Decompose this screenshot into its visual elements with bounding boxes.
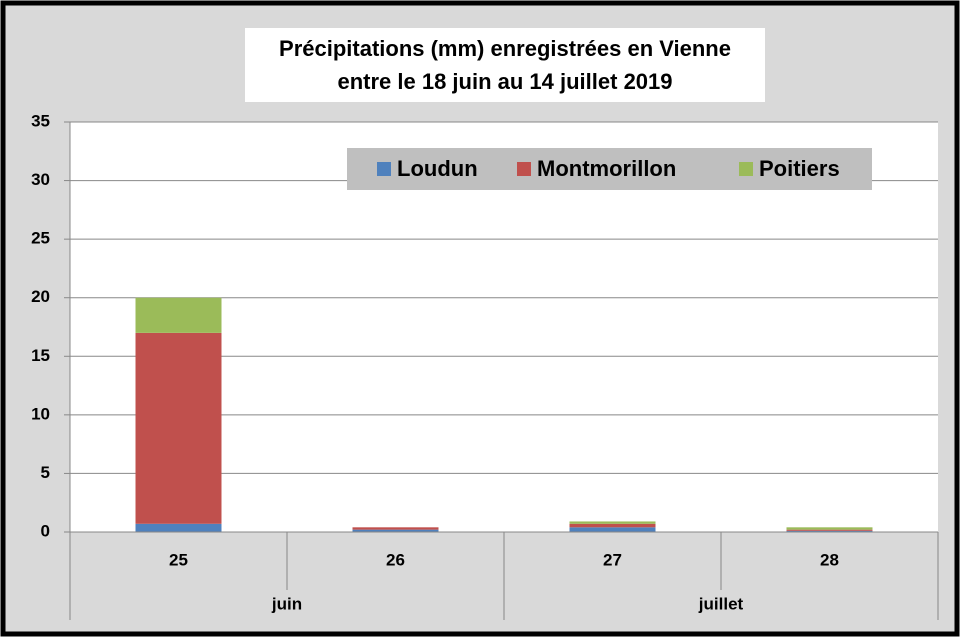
legend-swatch <box>739 162 753 176</box>
title-box <box>245 28 765 102</box>
bar-segment <box>135 297 222 333</box>
bar-segment <box>569 527 656 532</box>
legend-swatch <box>377 162 391 176</box>
x-tick-label: 25 <box>169 550 188 569</box>
x-tick-label: 28 <box>820 550 839 569</box>
legend-box <box>347 148 872 190</box>
y-tick-label: 25 <box>31 229 50 248</box>
y-tick-label: 30 <box>31 170 50 189</box>
bar-segment <box>352 529 439 532</box>
chart-title: entre le 18 juin au 14 juillet 2019 <box>337 69 672 94</box>
legend-swatch <box>517 162 531 176</box>
bar-segment <box>135 332 222 524</box>
group-label: juillet <box>698 594 744 613</box>
bar-segment <box>352 527 439 530</box>
y-tick-label: 35 <box>31 111 50 130</box>
x-tick-label: 26 <box>386 550 405 569</box>
x-tick-label: 27 <box>603 550 622 569</box>
bar-segment <box>786 529 873 531</box>
chart-title: Précipitations (mm) enregistrées en Vien… <box>279 36 731 61</box>
bar-segment <box>569 521 656 524</box>
legend-label: Montmorillon <box>537 156 676 181</box>
legend-label: Loudun <box>397 156 478 181</box>
y-tick-label: 5 <box>41 463 50 482</box>
y-tick-label: 0 <box>41 521 50 540</box>
y-tick-label: 15 <box>31 346 50 365</box>
group-label: juin <box>271 594 302 613</box>
bar-segment <box>786 527 873 530</box>
bar-segment <box>569 523 656 528</box>
y-tick-label: 10 <box>31 404 50 423</box>
y-tick-label: 20 <box>31 287 50 306</box>
legend-label: Poitiers <box>759 156 840 181</box>
bar-segment <box>135 523 222 532</box>
bar-segment <box>786 530 873 532</box>
